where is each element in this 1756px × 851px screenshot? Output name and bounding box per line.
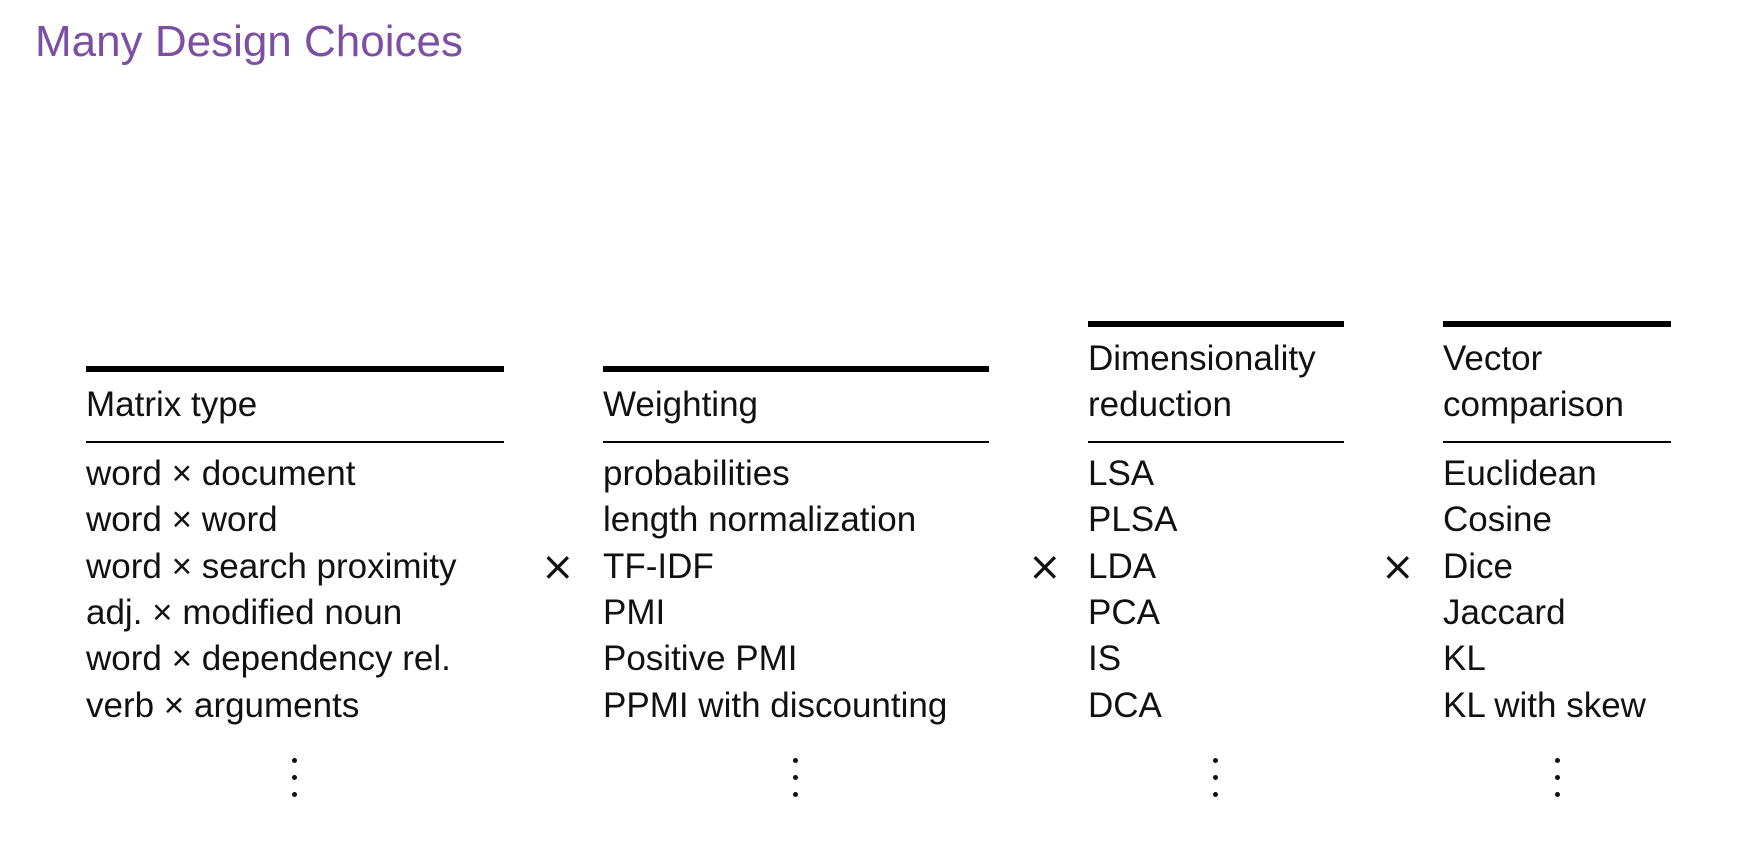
times-operator: × — [541, 544, 575, 590]
column-vector-comparison: Vector comparison Euclidean Cosine Dice … — [1443, 321, 1671, 826]
list-item: word × search proximity — [86, 547, 457, 586]
list-item: word × document — [86, 454, 356, 493]
list-item: word × dependency rel. — [86, 639, 451, 678]
list-item: Positive PMI — [603, 639, 798, 678]
list-item: IS — [1088, 639, 1122, 678]
top-rule — [86, 366, 504, 372]
column-header: Matrix type — [86, 385, 258, 424]
list-item: PMI — [603, 593, 666, 632]
list-item: TF-IDF — [603, 547, 714, 586]
list-item: word × word — [86, 500, 278, 539]
list-item: adj. × modified noun — [86, 593, 403, 632]
column-header: Dimensionality — [1088, 339, 1316, 378]
column-header: Weighting — [603, 385, 759, 424]
list-item: Cosine — [1443, 500, 1552, 539]
column-weighting: Weighting probabilities length normaliza… — [603, 366, 989, 826]
list-item: Euclidean — [1443, 454, 1597, 493]
top-rule — [1088, 321, 1344, 327]
times-operator: × — [1028, 544, 1062, 590]
top-rule — [1443, 321, 1671, 327]
header-rule — [1088, 441, 1344, 443]
list-item: probabilities — [603, 454, 790, 493]
list-item: DCA — [1088, 686, 1162, 725]
vertical-ellipsis-icon — [1555, 758, 1563, 809]
column-header: Vector — [1443, 339, 1543, 378]
vertical-ellipsis-icon — [793, 758, 801, 809]
list-item: length normalization — [603, 500, 917, 539]
list-item: Dice — [1443, 547, 1514, 586]
list-item: LDA — [1088, 547, 1157, 586]
vertical-ellipsis-icon — [292, 758, 300, 809]
list-item: PCA — [1088, 593, 1160, 632]
vertical-ellipsis-icon — [1213, 758, 1221, 809]
list-item: KL — [1443, 639, 1486, 678]
slide-title: Many Design Choices — [35, 17, 463, 66]
header-rule — [1443, 441, 1671, 443]
list-item: PLSA — [1088, 500, 1178, 539]
column-header: comparison — [1443, 385, 1624, 424]
column-matrix-type: Matrix type word × document word × word … — [86, 366, 504, 826]
list-item: LSA — [1088, 454, 1155, 493]
list-item: verb × arguments — [86, 686, 360, 725]
top-rule — [603, 366, 989, 372]
list-item: Jaccard — [1443, 593, 1566, 632]
column-header: reduction — [1088, 385, 1232, 424]
header-rule — [86, 441, 504, 443]
list-item: KL with skew — [1443, 686, 1646, 725]
list-item: PPMI with discounting — [603, 686, 948, 725]
times-operator: × — [1381, 544, 1415, 590]
header-rule — [603, 441, 989, 443]
column-dimensionality-reduction: Dimensionality reduction LSA PLSA LDA PC… — [1088, 321, 1344, 826]
